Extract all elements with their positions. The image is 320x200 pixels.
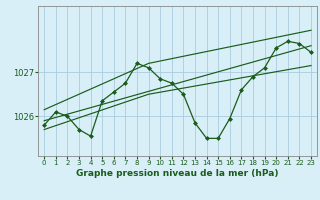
X-axis label: Graphe pression niveau de la mer (hPa): Graphe pression niveau de la mer (hPa): [76, 169, 279, 178]
